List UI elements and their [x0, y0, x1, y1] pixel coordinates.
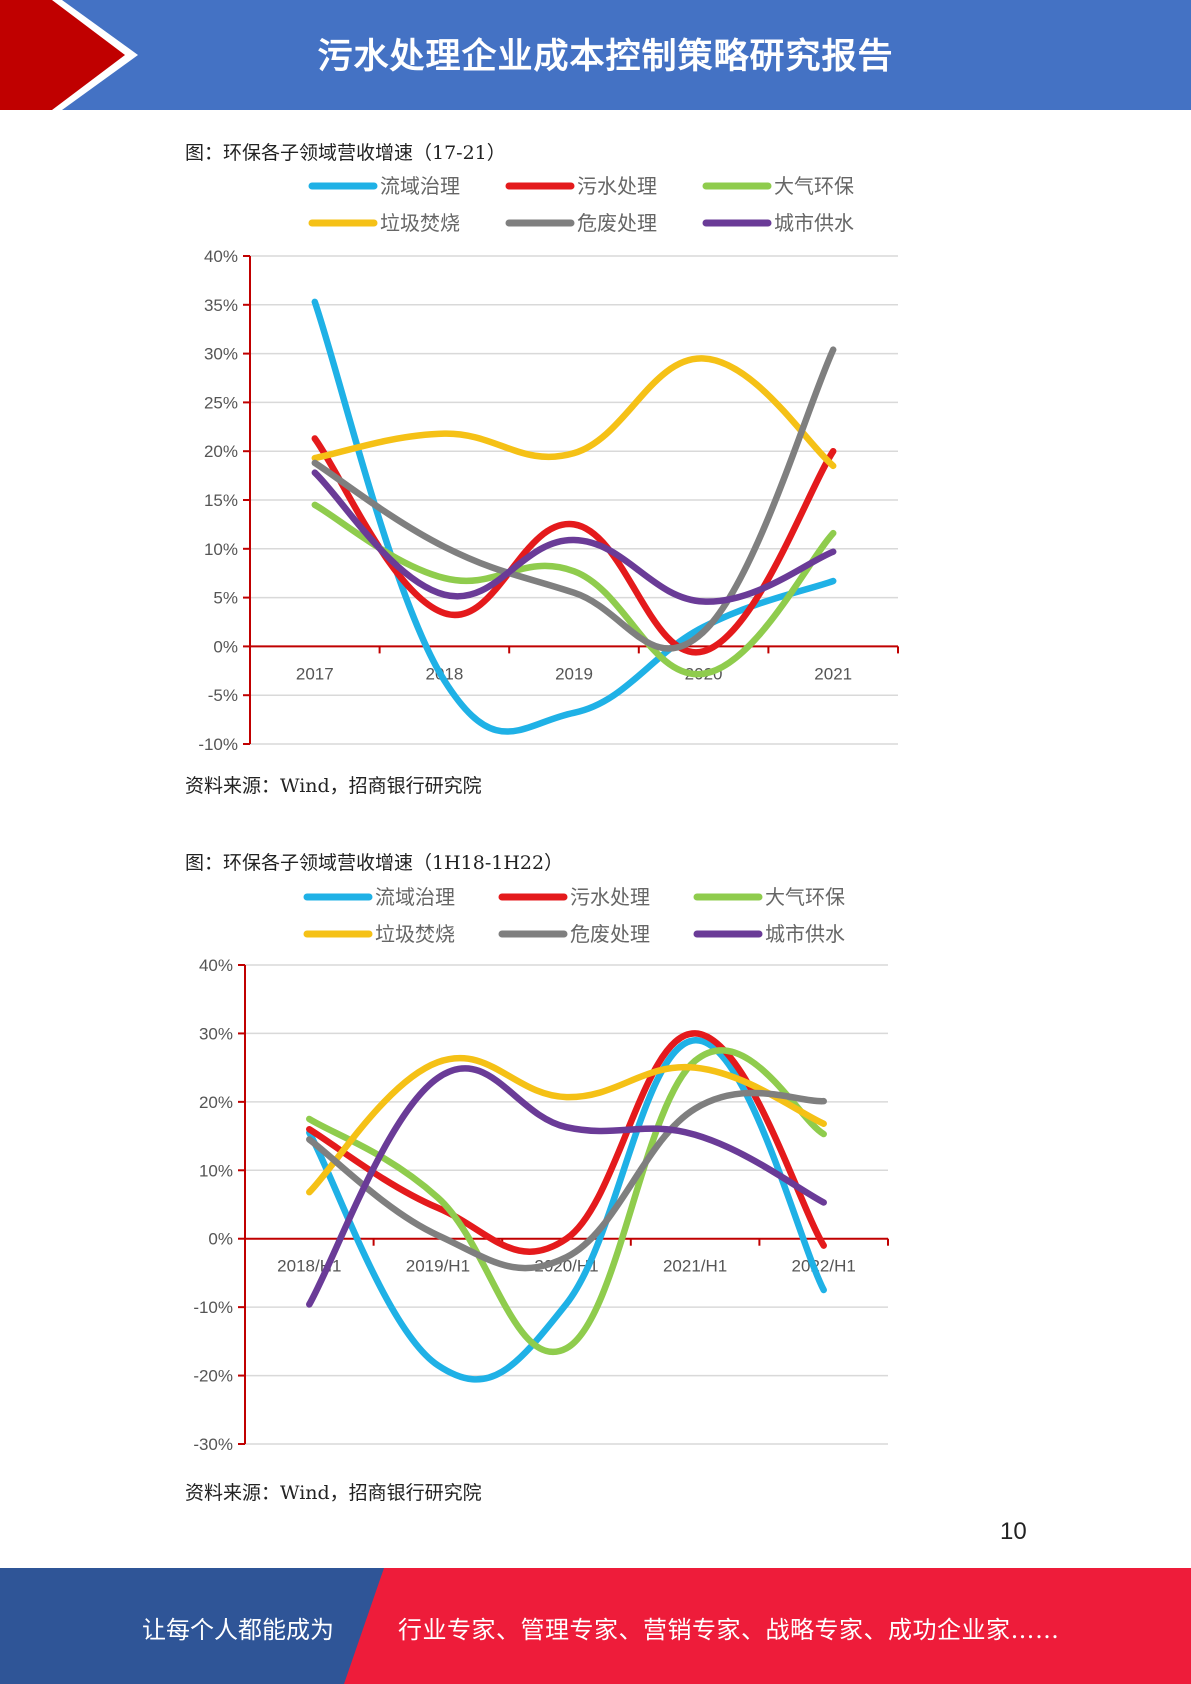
x-tick-label: 2019/H1: [406, 1257, 470, 1276]
series-line-3: [311, 501, 837, 678]
x-tick-label: 2019: [555, 664, 593, 683]
footer-background: [0, 1568, 1191, 1684]
y-tick-label: -5%: [208, 686, 238, 705]
series-line-2: [311, 435, 837, 656]
y-tick-label: 35%: [204, 296, 238, 315]
series-line-4: [311, 355, 837, 470]
chart-revenue-growth-1h18-1h22: -30%-20%-10%0%10%20%30%40%2018/H1 2019/H1…: [193, 885, 889, 1454]
legend-label: 危废处理: [570, 922, 650, 946]
legend-label: 大气环保: [765, 885, 845, 909]
header-banner: 污水处理企业成本控制策略研究报告: [0, 0, 1191, 110]
legend-label: 流域治理: [380, 174, 460, 198]
legend-label: 城市供水: [765, 922, 845, 946]
y-tick-label: -20%: [193, 1367, 233, 1386]
y-tick-label: -10%: [193, 1298, 233, 1317]
footer-slogan-right: 行业专家、管理专家、营销专家、战略专家、成功企业家……: [398, 1616, 1060, 1644]
series-line-5: [306, 1089, 827, 1272]
y-tick-label: 10%: [204, 540, 238, 559]
y-tick-label: 25%: [204, 393, 238, 412]
series-line-1: [306, 1037, 827, 1383]
y-tick-label: 30%: [199, 1024, 233, 1043]
series-line-5: [311, 346, 837, 652]
x-tick-label: 2022/H1: [792, 1257, 856, 1276]
report-title: 污水处理企业成本控制策略研究报告: [317, 37, 894, 77]
legend-label: 污水处理: [577, 174, 657, 198]
series-line-4: [306, 1054, 827, 1196]
x-tick-label: 2017: [296, 664, 334, 683]
footer-slogan-left: 让每个人都能成为: [142, 1616, 334, 1644]
x-tick-label: 2021: [814, 664, 852, 683]
y-tick-label: 10%: [199, 1161, 233, 1180]
y-tick-label: 40%: [204, 247, 238, 266]
y-tick-label: -30%: [193, 1435, 233, 1454]
series-line-3: [306, 1047, 827, 1355]
series-line-1: [311, 298, 837, 735]
y-tick-label: 0%: [208, 1230, 233, 1249]
y-tick-label: 5%: [213, 589, 238, 608]
footer-banner: 让每个人都能成为 行业专家、管理专家、营销专家、战略专家、成功企业家……: [0, 1568, 1191, 1684]
series-line-6: [311, 469, 837, 605]
figure-1-source: 资料来源：Wind，招商银行研究院: [185, 775, 482, 797]
y-tick-label: 40%: [199, 956, 233, 975]
page-number: 10: [1000, 1518, 1027, 1545]
legend-label: 大气环保: [774, 174, 854, 198]
y-tick-label: 20%: [204, 442, 238, 461]
series-line-6: [306, 1065, 827, 1308]
y-tick-label: 0%: [213, 637, 238, 656]
legend-label: 污水处理: [570, 885, 650, 909]
figure-2-source: 资料来源：Wind，招商银行研究院: [185, 1482, 482, 1504]
y-tick-label: 15%: [204, 491, 238, 510]
x-tick-label: 2021/H1: [663, 1257, 727, 1276]
y-tick-label: -10%: [198, 735, 238, 754]
legend-label: 垃圾焚烧: [375, 922, 455, 946]
chart-revenue-growth-17-21: -10%-5%0%5%10%15%20%25%30%35%40%2017 2018…: [198, 174, 899, 754]
legend-label: 垃圾焚烧: [380, 211, 460, 235]
legend-label: 危废处理: [577, 211, 657, 235]
header-red-arrow: [0, 0, 138, 110]
figure-2-caption: 图：环保各子领域营收增速（1H18-1H22）: [185, 852, 564, 874]
legend-label: 城市供水: [774, 211, 854, 235]
y-tick-label: 20%: [199, 1093, 233, 1112]
figure-1-caption: 图：环保各子领域营收增速（17-21）: [185, 142, 506, 164]
y-tick-label: 30%: [204, 345, 238, 364]
legend-label: 流域治理: [375, 885, 455, 909]
